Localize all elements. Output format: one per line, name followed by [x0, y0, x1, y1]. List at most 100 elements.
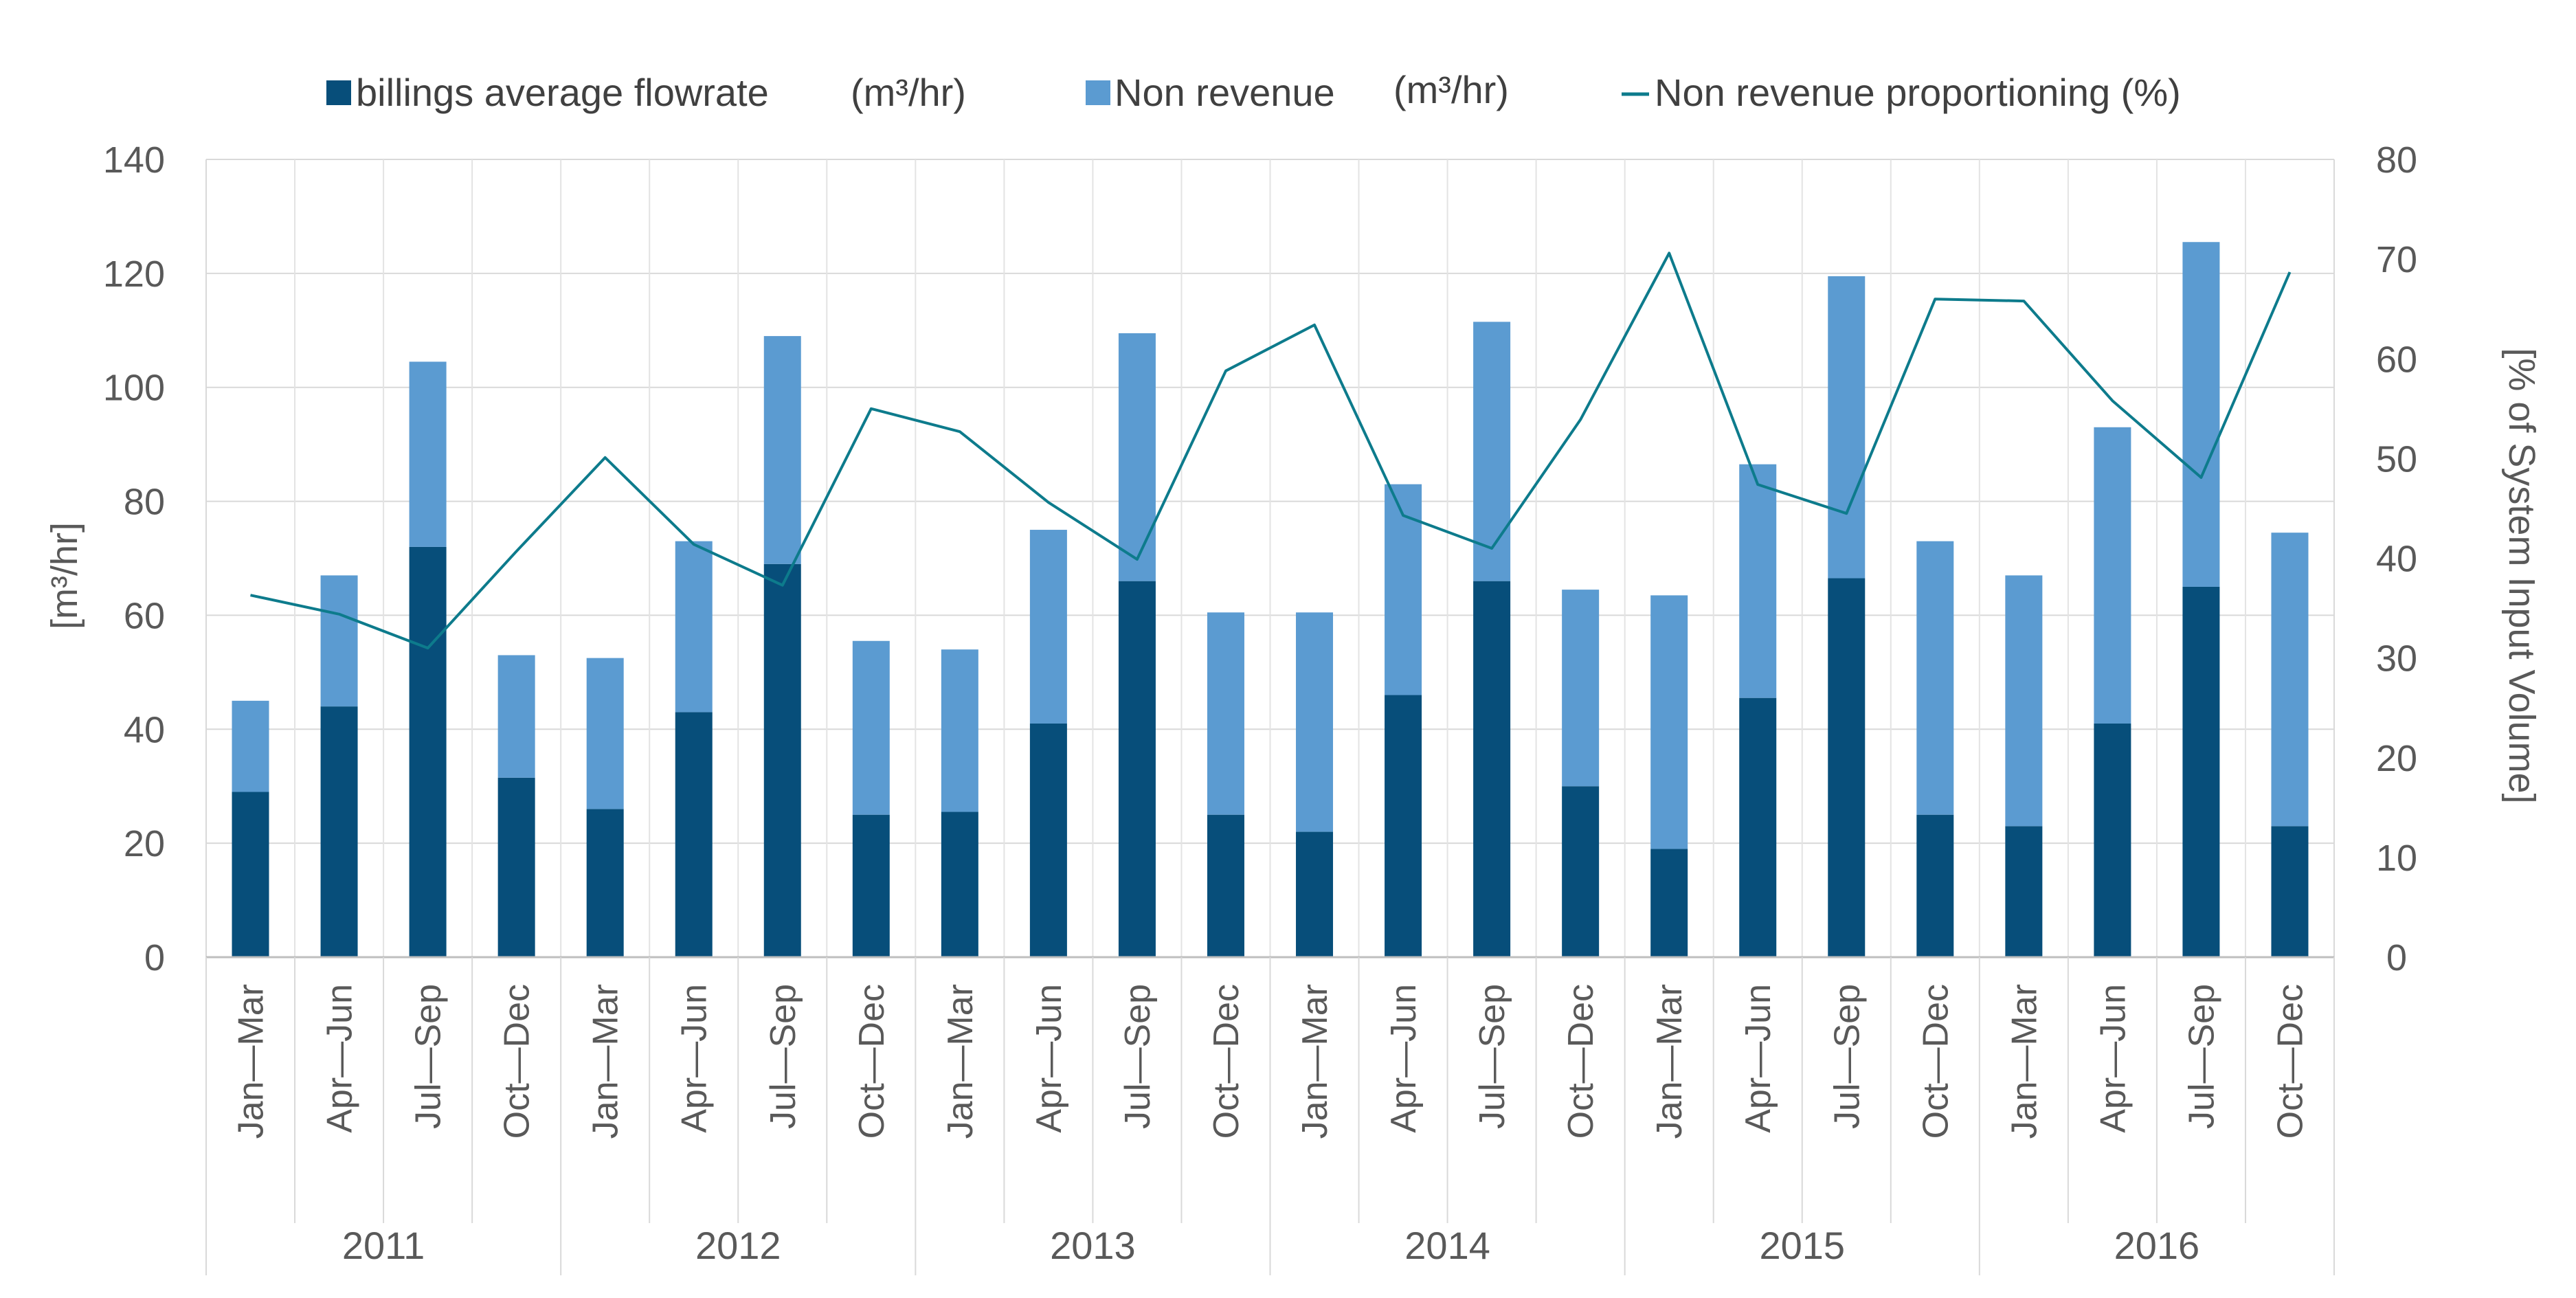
- bar-billings: [1118, 581, 1156, 957]
- bar-billings: [2094, 723, 2131, 957]
- left-tick-label: 60: [124, 595, 165, 636]
- left-tick-label: 0: [144, 937, 165, 978]
- series-line-proportioning: [250, 251, 2292, 650]
- bar-billings: [675, 712, 713, 957]
- period-label: Jul—Sep: [409, 984, 449, 1129]
- bar-billings: [1296, 831, 1334, 957]
- bar-billings: [1739, 697, 1777, 957]
- period-label: Apr—Jun: [2093, 984, 2133, 1133]
- bar-non-revenue: [1916, 541, 1954, 815]
- bar-billings: [586, 809, 624, 957]
- bar-non-revenue: [675, 541, 713, 713]
- bar-billings: [1385, 695, 1422, 957]
- bar-billings: [409, 546, 447, 957]
- bar-non-revenue: [2005, 575, 2043, 827]
- legend-item-non-revenue: Non revenue (m³/hr): [1086, 68, 1509, 114]
- year-label: 2016: [2114, 1224, 2200, 1267]
- bar-non-revenue: [2271, 533, 2309, 827]
- axes: [205, 159, 2335, 1275]
- period-label: Jul—Sep: [763, 984, 803, 1129]
- bar-billings: [497, 777, 535, 957]
- category-labels: Jan—Mar Apr—Jun Jul—Sep Oct—Dec Jan—Mar Apr—J…: [232, 984, 2311, 1139]
- left-tick-label: 20: [124, 823, 165, 864]
- right-tick-label: 30: [2376, 638, 2417, 680]
- bar-billings: [232, 792, 269, 957]
- bar-non-revenue: [232, 700, 269, 792]
- right-tick-label: 40: [2376, 539, 2417, 580]
- period-label: Apr—Jun: [1384, 984, 1424, 1133]
- legend-label-proportioning: Non revenue proportioning (%): [1655, 71, 2181, 114]
- bar-billings: [1650, 849, 1688, 957]
- period-label: Apr—Jun: [1029, 984, 1069, 1133]
- period-label: Jul—Sep: [1118, 984, 1158, 1129]
- bars: [232, 242, 2309, 957]
- bar-non-revenue: [1029, 530, 1067, 724]
- period-label: Jul—Sep: [1827, 984, 1867, 1129]
- bar-non-revenue: [1562, 590, 1600, 787]
- bar-non-revenue: [941, 649, 978, 812]
- gridlines: [206, 159, 2334, 957]
- bar-non-revenue: [586, 658, 624, 809]
- bar-billings: [2005, 826, 2043, 957]
- left-axis-ticks: 0 20 40 60 80 100 120 140: [103, 139, 165, 978]
- left-tick-label: 40: [124, 709, 165, 750]
- year-label: 2015: [1759, 1224, 1845, 1267]
- bar-non-revenue: [1739, 464, 1777, 698]
- bar-non-revenue: [320, 575, 358, 707]
- period-label: Jan—Mar: [1650, 984, 1690, 1139]
- bar-billings: [320, 706, 358, 957]
- left-axis-title: [m³/hr]: [44, 522, 85, 629]
- bar-non-revenue: [2094, 427, 2131, 724]
- bar-non-revenue: [1296, 612, 1334, 832]
- bar-non-revenue: [2182, 242, 2220, 587]
- bar-billings: [1916, 814, 1954, 957]
- bar-billings: [1562, 786, 1600, 957]
- period-label: Apr—Jun: [320, 984, 360, 1133]
- proportioning-line: [250, 251, 2292, 650]
- legend: billings average flowrate (m³/hr) Non re…: [326, 68, 2181, 114]
- legend-swatch-billings: [326, 80, 351, 105]
- legend-label-billings: billings average flowrate: [356, 71, 769, 114]
- right-tick-label: 10: [2376, 838, 2417, 879]
- period-label: Apr—Jun: [1738, 984, 1778, 1133]
- period-label: Oct—Dec: [1916, 984, 1956, 1139]
- period-label: Jan—Mar: [2004, 984, 2044, 1139]
- period-label: Apr—Jun: [675, 984, 715, 1133]
- period-label: Jan—Mar: [586, 984, 626, 1139]
- period-label: Jan—Mar: [232, 984, 271, 1139]
- legend-item-proportioning: Non revenue proportioning (%): [1622, 71, 2181, 114]
- bar-billings: [763, 563, 801, 957]
- legend-swatch-non-revenue: [1086, 80, 1110, 105]
- legend-unit-non-revenue: (m³/hr): [1393, 68, 1509, 111]
- bar-billings: [1207, 814, 1244, 957]
- bar-non-revenue: [1207, 612, 1244, 815]
- right-tick-label: 0: [2386, 937, 2407, 978]
- legend-label-non-revenue: Non revenue: [1115, 71, 1335, 114]
- right-tick-label: 50: [2376, 438, 2417, 480]
- period-label: Oct—Dec: [1561, 984, 1601, 1139]
- bar-non-revenue: [1650, 595, 1688, 849]
- legend-item-billings: billings average flowrate (m³/hr): [326, 71, 966, 114]
- right-axis-ticks: 0 10 20 30 40 50 60 70 80: [2376, 139, 2417, 978]
- right-tick-label: 70: [2376, 239, 2417, 280]
- year-label: 2014: [1404, 1224, 1490, 1267]
- bar-non-revenue: [1118, 333, 1156, 581]
- bar-non-revenue: [497, 655, 535, 778]
- right-tick-label: 60: [2376, 339, 2417, 380]
- period-label: Jan—Mar: [941, 984, 981, 1139]
- year-label: 2012: [695, 1224, 781, 1267]
- period-label: Oct—Dec: [852, 984, 892, 1139]
- bar-non-revenue: [1473, 322, 1511, 581]
- bar-billings: [941, 812, 978, 957]
- right-tick-label: 20: [2376, 738, 2417, 779]
- period-label: Oct—Dec: [497, 984, 537, 1139]
- period-label: Oct—Dec: [2271, 984, 2311, 1139]
- period-label: Jan—Mar: [1295, 984, 1335, 1139]
- left-tick-label: 120: [103, 254, 165, 295]
- bar-billings: [2271, 826, 2309, 957]
- year-label: 2013: [1050, 1224, 1136, 1267]
- period-label: Oct—Dec: [1207, 984, 1246, 1139]
- left-tick-label: 140: [103, 139, 165, 181]
- bar-billings: [852, 814, 890, 957]
